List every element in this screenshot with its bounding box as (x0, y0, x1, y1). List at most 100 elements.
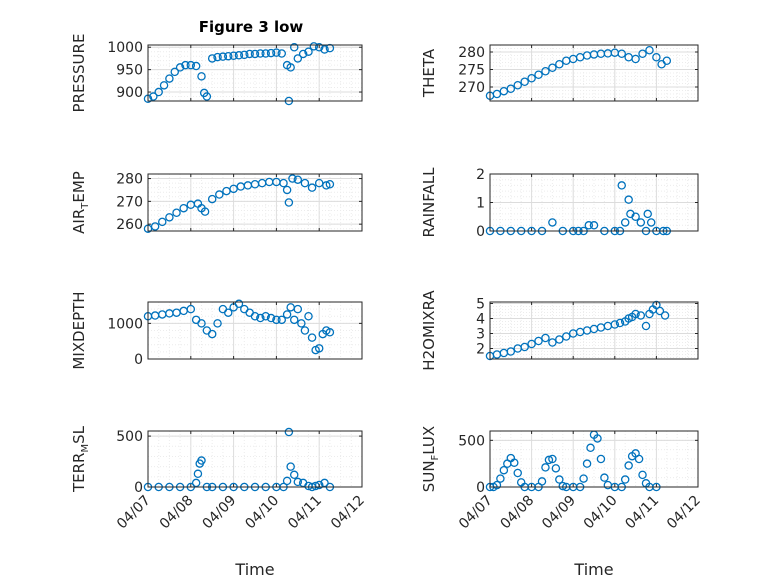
x-tick-label: 04/08 (157, 493, 197, 533)
data-point (655, 306, 665, 316)
y-tick-label: 500 (116, 429, 143, 445)
data-point (544, 455, 554, 465)
y-tick-label: 4 (476, 312, 485, 328)
data-point (218, 52, 228, 61)
y-tick-label: 500 (458, 433, 485, 449)
axes-box (147, 173, 363, 232)
data-point (325, 180, 335, 189)
data-point (314, 42, 324, 52)
y-tick-label: 2 (476, 342, 485, 358)
data-point (207, 329, 217, 339)
data-point (300, 178, 310, 188)
data-point (617, 49, 626, 59)
data-point (149, 92, 158, 101)
data-point (584, 221, 594, 230)
figure-title: Figure 3 low (199, 18, 304, 36)
data-point (499, 465, 509, 475)
data-point (159, 81, 169, 90)
data-point (636, 311, 646, 320)
data-point (289, 315, 299, 325)
data-point (527, 339, 536, 349)
data-point (541, 463, 550, 472)
data-point (624, 461, 633, 470)
data-point (256, 313, 265, 323)
data-point (261, 311, 270, 321)
data-point (197, 319, 206, 328)
data-point (234, 51, 244, 60)
data-point (293, 54, 303, 63)
y-tick-label: 900 (116, 85, 143, 101)
data-point (307, 333, 317, 342)
y-axis-label: MIXDEPTH (70, 291, 88, 369)
data-point (240, 50, 249, 60)
y-tick-label: 3 (476, 327, 485, 343)
data-point (596, 454, 606, 464)
x-axis-label: Time (573, 560, 613, 579)
y-tick-label: 1 (476, 196, 485, 212)
data-point (534, 70, 543, 80)
data-point (537, 477, 547, 486)
data-point (506, 84, 516, 94)
data-point (256, 49, 265, 58)
y-tick-label: 270 (116, 194, 143, 210)
y-tick-label: 0 (476, 480, 485, 496)
data-point (165, 74, 174, 83)
subplot-air-temp: 260 270 280 AIRTEMP (70, 171, 363, 234)
data-point (175, 63, 185, 72)
data-point (548, 338, 557, 347)
data-point (660, 311, 670, 320)
data-point (582, 459, 592, 468)
data-point (314, 480, 324, 490)
y-tick-label: 275 (458, 63, 485, 79)
data-point (617, 181, 626, 190)
y-tick-label: 1000 (107, 316, 143, 332)
data-point (615, 318, 625, 328)
data-point (229, 51, 238, 61)
axes-box (147, 301, 363, 360)
data-point (641, 321, 651, 331)
x-axis-label: Time (234, 560, 274, 579)
data-point (261, 49, 270, 58)
data-point (288, 174, 297, 183)
y-tick-label: 280 (116, 172, 143, 188)
data-point (496, 474, 505, 483)
data-point (631, 309, 640, 319)
data-point (293, 477, 303, 487)
data-point (197, 456, 206, 465)
data-point (593, 434, 602, 443)
data-point (541, 333, 550, 343)
data-point (289, 42, 299, 52)
data-point (272, 48, 281, 57)
data-point (181, 60, 190, 70)
y-axis-label: SUNFLUX (420, 426, 441, 492)
data-point (213, 319, 222, 328)
data-point (548, 454, 557, 464)
axes-box (489, 44, 699, 102)
data-point (197, 72, 206, 81)
x-tick-label: 04/07 (456, 493, 496, 533)
data-point (266, 48, 276, 58)
data-point (506, 347, 516, 356)
data-point (282, 476, 292, 486)
data-point (279, 178, 288, 188)
axes-box (147, 44, 363, 102)
data-point (284, 198, 294, 207)
data-point (272, 315, 281, 325)
x-tick-label: 04/09 (200, 493, 240, 533)
data-point (307, 183, 317, 192)
data-point (170, 67, 179, 77)
data-point (309, 42, 319, 51)
data-point (638, 49, 647, 59)
data-point (266, 313, 276, 323)
data-point (562, 332, 571, 341)
x-tick-label: 04/09 (539, 493, 579, 533)
data-point (548, 63, 557, 73)
data-point (555, 475, 564, 484)
data-point (325, 328, 335, 337)
data-point (250, 49, 260, 59)
data-point (293, 175, 303, 184)
x-tick-label: 04/11 (622, 493, 662, 533)
subplot-terr-msl: 0 500 04/07 04/08 04/09 04/10 04/11 04/12 Time TE… (70, 425, 368, 579)
data-point (558, 481, 568, 491)
